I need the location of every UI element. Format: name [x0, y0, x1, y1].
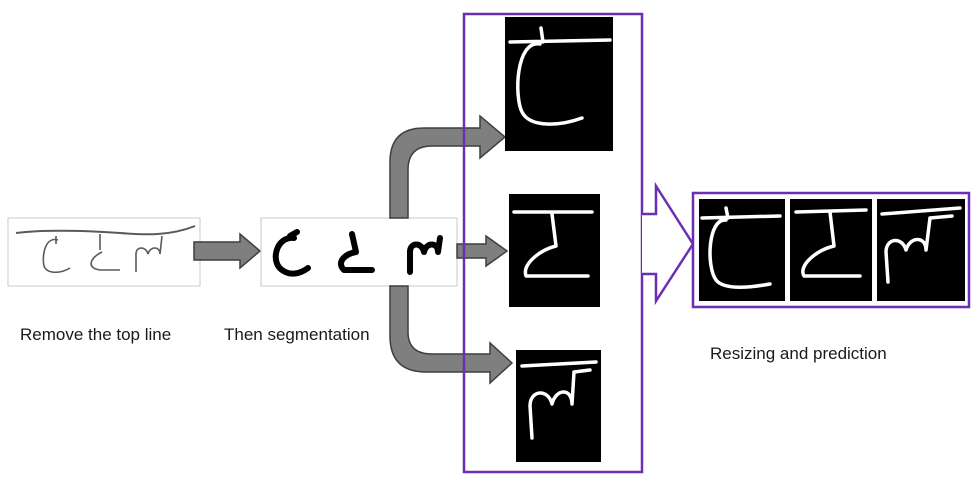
resized-char-tile-3 [877, 199, 965, 301]
segment-char-2 [337, 231, 375, 273]
original-char-3 [135, 235, 163, 272]
segment-char-1 [272, 229, 311, 277]
caption-resize-predict: Resizing and prediction [710, 344, 887, 363]
arrow-to-char-3 [389, 285, 514, 385]
resized-char-tile-2 [790, 199, 872, 301]
original-char-2 [90, 234, 120, 271]
arrow-to-char-2 [456, 234, 509, 268]
caption-remove-top-line: Remove the top line [20, 325, 172, 344]
top-line-stroke [15, 225, 196, 236]
caption-segmentation: Then segmentation [224, 325, 370, 344]
resized-char-tile-1 [699, 199, 785, 301]
segmented-char-tile-2 [509, 194, 600, 307]
original-char-1 [42, 236, 71, 274]
original-word-image [7, 217, 201, 287]
segmented-char-tile-1 [505, 17, 613, 151]
arrow-to-char-1 [389, 114, 507, 219]
segment-char-3 [407, 235, 443, 275]
arrow-to-prediction [642, 181, 695, 306]
line-removed-word-image [260, 217, 458, 287]
arrow-remove-to-segment [193, 232, 262, 270]
segmented-char-tile-3 [516, 350, 601, 462]
